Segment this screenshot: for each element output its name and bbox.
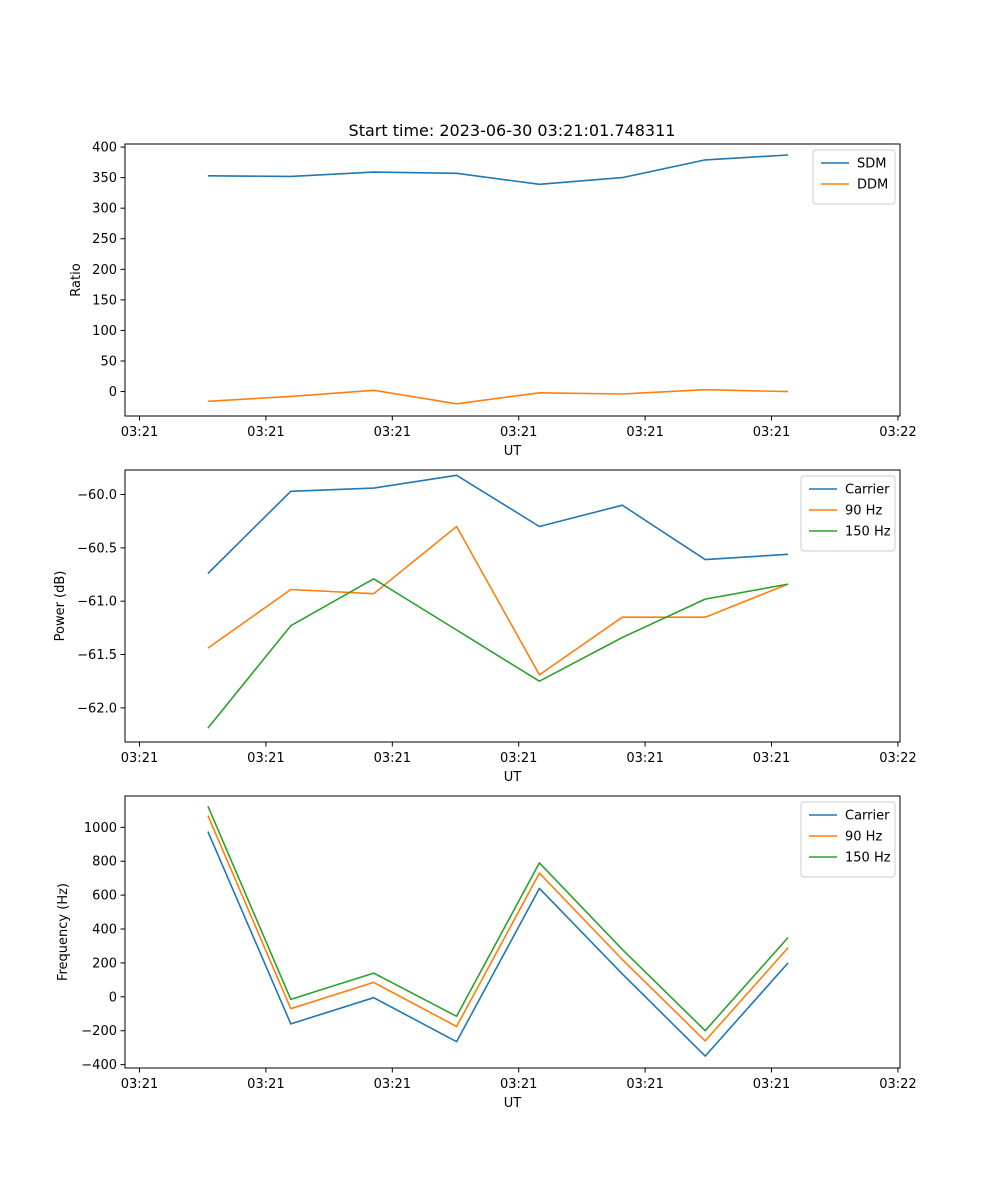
axes-background [125,144,900,416]
y-tick-label: 1000 [84,821,117,836]
y-tick-label: 350 [92,171,117,186]
x-tick-label: 03:21 [374,425,411,440]
y-tick-label: 200 [92,956,117,971]
legend: SDM DDM [812,149,896,205]
ratio-subplot: 03:21 03:21 03:21 03:21 03:21 03:21 03:22 0 50 10… [69,141,917,459]
y-tick-label: −61.0 [77,595,117,610]
y-tick-label: 0 [109,990,117,1005]
x-tick-label: 03:21 [500,751,537,766]
legend-label: DDM [857,178,888,193]
x-tick-label: 03:21 [374,1077,411,1092]
y-tick-label: 800 [92,855,117,870]
x-tick-label: 03:21 [121,425,158,440]
y-tick-label: 400 [92,141,117,156]
legend-label: 150 Hz [845,525,891,540]
series-line-1 [207,154,789,186]
power-subplot: 03:21 03:21 03:21 03:21 03:21 03:21 03:22 −62.0… [53,469,917,785]
y-tick-label: 100 [92,324,117,339]
axes-frame [124,795,901,1069]
legend: Carrier 90 Hz 150 Hz [800,475,896,552]
y-tick-label: −60.5 [77,541,117,556]
y-tick-label: 150 [92,293,117,308]
axes-frame [124,469,901,743]
y-tick-label: −62.0 [77,701,117,716]
legend-label: 90 Hz [845,504,882,519]
x-tick-label: 03:22 [879,751,916,766]
x-tick-label: 03:21 [121,1077,158,1092]
x-axis-label: UT [504,444,522,459]
x-tick-label: 03:21 [753,1077,790,1092]
y-axis-label: Frequency (Hz) [56,883,71,981]
x-tick-label: 03:21 [626,751,663,766]
x-tick-label: 03:22 [879,1077,916,1092]
x-tick-label: 03:21 [626,425,663,440]
legend-label: 90 Hz [845,830,882,845]
series-line-2 [207,815,789,1042]
legend-label: 150 Hz [845,851,891,866]
x-tick-label: 03:21 [247,425,284,440]
y-tick-label: 0 [109,385,117,400]
y-tick-label: 50 [100,354,117,369]
x-tick-label: 03:21 [247,751,284,766]
legend-label: Carrier [845,483,890,498]
x-tick-label: 03:21 [374,751,411,766]
y-tick-label: 400 [92,923,117,938]
y-axis-label: Ratio [69,263,84,296]
x-tick-label: 03:22 [879,425,916,440]
x-tick-label: 03:21 [626,1077,663,1092]
series-line-1 [207,474,789,575]
y-tick-label: 300 [92,202,117,217]
axes-background [125,470,900,742]
x-axis-label: UT [504,1096,522,1111]
legend-label: SDM [857,157,886,172]
x-tick-label: 03:21 [753,425,790,440]
y-tick-label: 600 [92,889,117,904]
legend-label: Carrier [845,809,890,824]
y-tick-label: 250 [92,232,117,247]
x-tick-label: 03:21 [753,751,790,766]
axes-frame [124,143,901,417]
frequency-subplot: 03:21 03:21 03:21 03:21 03:21 03:21 03:22 −400 −… [56,795,917,1111]
legend-box [800,801,896,878]
series-line-1 [207,831,789,1057]
legend: Carrier 90 Hz 150 Hz [800,801,896,878]
series-line-2 [207,525,789,676]
y-tick-label: −200 [81,1024,117,1039]
y-tick-label: 200 [92,263,117,278]
y-tick-label: −400 [81,1058,117,1073]
x-tick-label: 03:21 [500,425,537,440]
axes-background [125,796,900,1068]
x-tick-label: 03:21 [121,751,158,766]
series-line-3 [207,805,789,1032]
series-line-3 [207,577,789,729]
figure-title: Start time: 2023-06-30 03:21:01.748311 [349,121,676,140]
y-tick-label: −60.0 [77,488,117,503]
legend-box [800,475,896,552]
x-tick-label: 03:21 [500,1077,537,1092]
x-axis-label: UT [504,770,522,785]
y-tick-label: −61.5 [77,648,117,663]
series-line-2 [207,388,789,405]
y-axis-label: Power (dB) [53,571,68,642]
x-tick-label: 03:21 [247,1077,284,1092]
